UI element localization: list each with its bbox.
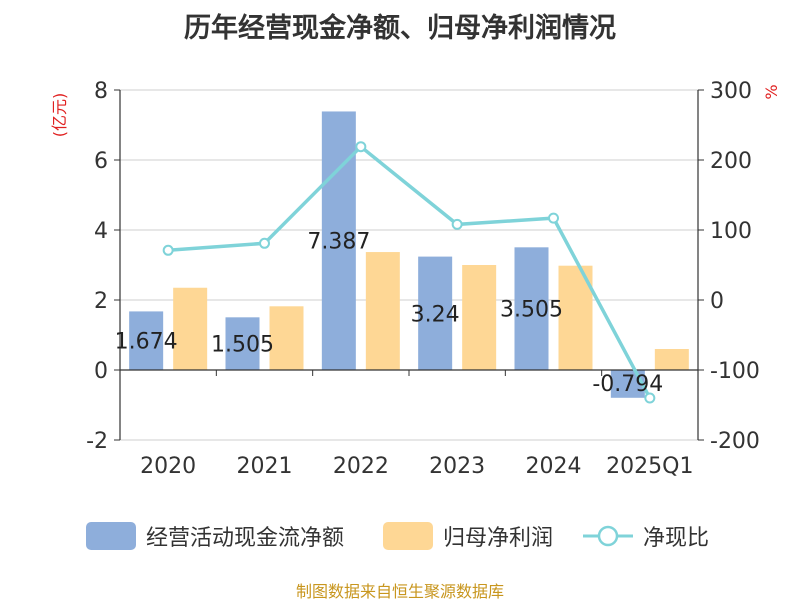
axes: -2 0 2 4 6 8 -200 -100 0 100 200 300 (亿元)% 2020 2021 20… xyxy=(50,79,781,479)
right-axis-label: % xyxy=(762,84,781,99)
source-note: 制图数据来自恒生聚源数据库 xyxy=(295,582,504,601)
cashflow-data-label: 1.674 xyxy=(115,330,178,355)
cashflow-data-label: 1.505 xyxy=(211,333,274,358)
ratio-point xyxy=(644,392,656,404)
left-tick-label: -2 xyxy=(86,429,108,454)
right-tick-label: -200 xyxy=(710,429,760,454)
left-tick-label: 0 xyxy=(94,359,108,384)
right-tick-label: 300 xyxy=(710,79,752,104)
legend-swatch-profit xyxy=(383,522,433,550)
bars xyxy=(129,111,689,398)
profit-bar xyxy=(654,349,689,370)
left-tick-label: 8 xyxy=(94,79,108,104)
profit-bar xyxy=(173,287,208,370)
cashflow-bar xyxy=(321,111,356,370)
profit-bar xyxy=(462,265,497,370)
left-tick-label: 4 xyxy=(94,219,108,244)
legend-swatch-cashflow xyxy=(86,522,136,550)
x-tick-label: 2020 xyxy=(140,454,196,479)
left-tick-label: 6 xyxy=(94,149,108,174)
ratio-line-path xyxy=(168,144,652,399)
cashflow-bar xyxy=(514,247,549,370)
ratio-point xyxy=(548,212,559,224)
x-tick-label: 2022 xyxy=(333,454,389,479)
x-tick-label: 2024 xyxy=(526,454,582,479)
legend-label-cashflow: 经营活动现金流净额 xyxy=(146,526,345,551)
x-tick-label: 2023 xyxy=(429,454,485,479)
profit-bar xyxy=(269,306,304,370)
x-tick-label: 2021 xyxy=(237,454,293,479)
chart-title: 历年经营现金净额、归母净利润情况 xyxy=(184,13,616,44)
left-tick-label: 2 xyxy=(94,289,108,314)
legend-swatch-ratio xyxy=(583,525,633,547)
ratio-point xyxy=(162,244,174,256)
cashflow-data-label: -0.794 xyxy=(592,372,663,397)
cashflow-bar xyxy=(129,311,164,370)
ratio-point xyxy=(259,237,270,249)
legend-item-profit[interactable]: 归母净利润 xyxy=(383,518,553,554)
profit-bar xyxy=(365,252,400,370)
right-tick-label: 200 xyxy=(710,149,752,174)
left-axis-label: (亿元) xyxy=(50,93,69,138)
x-tick-label: 2025Q1 xyxy=(606,454,693,479)
legend: 经营活动现金流净额 归母净利润 净现比 xyxy=(0,518,800,554)
cashflow-data-label: 7.387 xyxy=(307,230,370,255)
cashflow-data-label: 3.505 xyxy=(500,298,563,323)
ratio-point xyxy=(355,141,367,153)
legend-label-profit: 归母净利润 xyxy=(443,526,554,551)
cashflow-data-label: 3.24 xyxy=(411,302,460,327)
right-tick-label: -100 xyxy=(710,359,760,384)
legend-item-ratio[interactable]: 净现比 xyxy=(583,518,709,554)
ratio-point xyxy=(451,218,463,230)
cashflow-bar xyxy=(225,317,260,370)
right-tick-label: 100 xyxy=(710,219,752,244)
ratio-line xyxy=(162,141,656,404)
legend-label-ratio: 净现比 xyxy=(643,526,710,551)
data-labels: 1.674 1.505 7.387 3.24 3.505 -0.794 xyxy=(115,230,664,397)
cashflow-bar xyxy=(418,256,453,370)
legend-item-cashflow[interactable]: 经营活动现金流净额 xyxy=(86,518,344,554)
right-tick-label: 0 xyxy=(710,289,724,314)
